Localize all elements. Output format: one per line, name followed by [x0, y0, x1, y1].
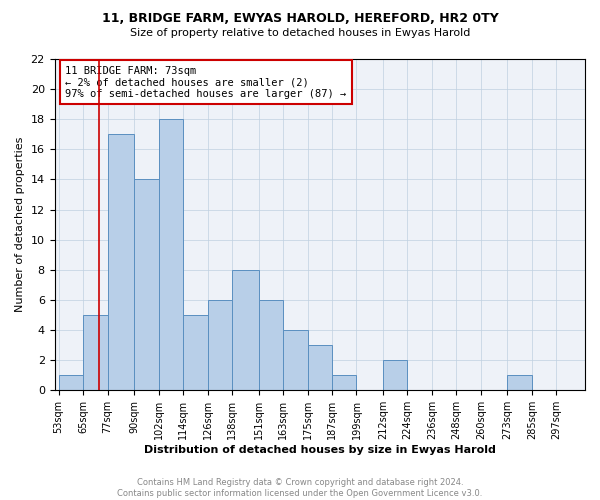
- Bar: [208, 300, 232, 390]
- Bar: [259, 300, 283, 390]
- Bar: [308, 345, 332, 391]
- Bar: [232, 270, 259, 390]
- Bar: [383, 360, 407, 390]
- Text: Size of property relative to detached houses in Ewyas Harold: Size of property relative to detached ho…: [130, 28, 470, 38]
- Bar: [83, 315, 107, 390]
- X-axis label: Distribution of detached houses by size in Ewyas Harold: Distribution of detached houses by size …: [144, 445, 496, 455]
- Bar: [283, 330, 308, 390]
- Bar: [107, 134, 134, 390]
- Text: 11 BRIDGE FARM: 73sqm
← 2% of detached houses are smaller (2)
97% of semi-detach: 11 BRIDGE FARM: 73sqm ← 2% of detached h…: [65, 66, 346, 99]
- Bar: [332, 376, 356, 390]
- Bar: [158, 119, 183, 390]
- Text: 11, BRIDGE FARM, EWYAS HAROLD, HEREFORD, HR2 0TY: 11, BRIDGE FARM, EWYAS HAROLD, HEREFORD,…: [101, 12, 499, 26]
- Bar: [183, 315, 208, 390]
- Bar: [508, 376, 532, 390]
- Y-axis label: Number of detached properties: Number of detached properties: [15, 137, 25, 312]
- Text: Contains HM Land Registry data © Crown copyright and database right 2024.
Contai: Contains HM Land Registry data © Crown c…: [118, 478, 482, 498]
- Bar: [134, 180, 158, 390]
- Bar: [59, 376, 83, 390]
